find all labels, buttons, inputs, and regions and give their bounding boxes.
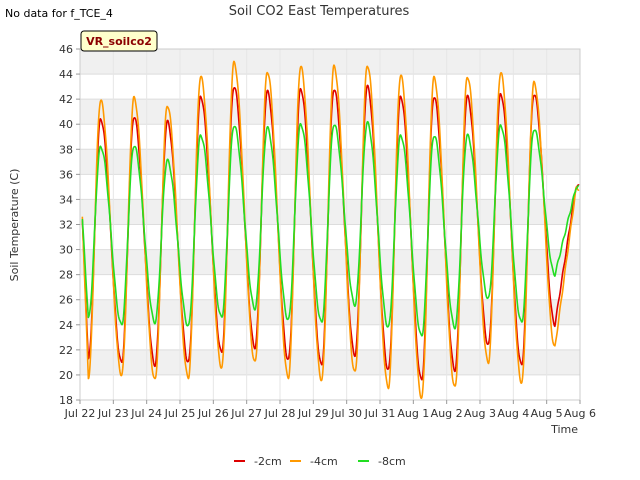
x-tick-label: Jul 22 xyxy=(64,407,96,420)
y-tick-label: 38 xyxy=(59,143,73,156)
x-tick-label: Aug 2 xyxy=(431,407,463,420)
plot-band xyxy=(80,274,580,300)
x-axis: Jul 22 Jul 23 Jul 24 Jul 25 Jul 26 Jul 27 Jul … xyxy=(64,400,596,420)
plot-band xyxy=(80,324,580,350)
legend-label: -8cm xyxy=(378,455,406,468)
series-lines xyxy=(81,60,580,399)
series-line-4cmcm xyxy=(81,60,580,399)
y-tick-label: 42 xyxy=(59,93,73,106)
y-tick-label: 36 xyxy=(59,168,73,181)
y-tick-label: 18 xyxy=(59,394,73,407)
plot-band xyxy=(80,74,580,100)
x-tick-label: Jul 23 xyxy=(97,407,129,420)
x-tick-label: Jul 25 xyxy=(164,407,196,420)
y-axis: 18 20 22 24 26 28 30 32 34 36 38 40 42 44 46 xyxy=(59,43,80,407)
x-tick-label: Aug 1 xyxy=(397,407,429,420)
y-tick-label: 26 xyxy=(59,294,73,307)
y-tick-label: 22 xyxy=(59,344,73,357)
x-tick-label: Jul 28 xyxy=(264,407,296,420)
x-tick-label: Jul 31 xyxy=(364,407,396,420)
x-tick-label: Jul 26 xyxy=(197,407,229,420)
x-tick-label: Jul 24 xyxy=(130,407,162,420)
legend-label: -2cm xyxy=(254,455,282,468)
badge-box xyxy=(80,30,158,52)
y-tick-label: 34 xyxy=(59,193,73,206)
y-tick-label: 20 xyxy=(59,369,73,382)
y-tick-label: 24 xyxy=(59,319,73,332)
plot-band xyxy=(80,199,580,225)
x-tick-label: Aug 5 xyxy=(531,407,563,420)
plot-band xyxy=(80,374,580,400)
legend-label: -4cm xyxy=(310,455,338,468)
no-data-note: No data for f_TCE_4 xyxy=(5,7,113,20)
x-tick-label: Aug 3 xyxy=(464,407,496,420)
x-tick-label: Aug 6 xyxy=(564,407,596,420)
series-line-8cmcm xyxy=(81,120,580,337)
badge-label: VR_soilco2 xyxy=(86,35,152,48)
plot-band xyxy=(80,299,580,325)
y-tick-label: 44 xyxy=(59,68,73,81)
plot-band xyxy=(80,49,580,75)
x-tick-label: Jul 29 xyxy=(297,407,329,420)
chart-title: Soil CO2 East Temperatures xyxy=(229,4,410,19)
y-tick-label: 32 xyxy=(59,219,73,232)
plot-band xyxy=(80,349,580,375)
y-axis-label: Soil Temperature (C) xyxy=(8,169,21,282)
legend: -2cm -4cm -8cm xyxy=(234,455,406,468)
x-tick-label: Aug 4 xyxy=(497,407,529,420)
x-tick-label: Jul 27 xyxy=(230,407,262,420)
y-tick-label: 30 xyxy=(59,244,73,257)
y-tick-label: 28 xyxy=(59,269,73,282)
x-tick-label: Jul 30 xyxy=(330,407,362,420)
x-axis-label: Time xyxy=(550,423,578,436)
y-tick-label: 46 xyxy=(59,43,73,56)
plot-band xyxy=(80,249,580,275)
plot-band xyxy=(80,224,580,250)
vr-soilco2-badge: VR_soilco2 xyxy=(80,30,158,52)
y-tick-label: 40 xyxy=(59,118,73,131)
